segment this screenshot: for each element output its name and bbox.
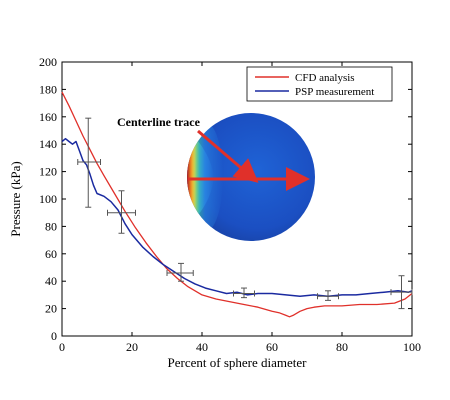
legend-label-cfd: CFD analysis <box>295 72 355 84</box>
error-bar <box>77 117 101 208</box>
y-axis-label: Pressure (kPa) <box>8 161 23 236</box>
tick-layer: 0 20 40 60 80 100 0 20 40 60 80 100 120 140 160 180 200 <box>39 55 421 354</box>
y-tick-label: 180 <box>39 82 57 96</box>
x-tick-label: 60 <box>266 340 278 354</box>
legend: CFD analysis PSP measurement <box>246 66 393 102</box>
error-bar <box>107 190 136 234</box>
x-tick-label: 80 <box>336 340 348 354</box>
annotation-pointer-arrow <box>197 129 259 183</box>
error-bar <box>390 275 413 310</box>
x-tick-label: 0 <box>59 340 65 354</box>
y-tick-label: 20 <box>45 302 57 316</box>
x-tick-label: 40 <box>196 340 208 354</box>
x-tick-label: 100 <box>403 340 421 354</box>
series-line-psp <box>61 137 413 298</box>
x-tick-label: 20 <box>126 340 138 354</box>
series-layer <box>61 91 413 318</box>
error-bar <box>166 262 194 282</box>
error-bar <box>233 287 255 299</box>
legend-box <box>246 66 393 102</box>
legend-label-psp: PSP measurement <box>295 86 374 98</box>
y-tick-label: 160 <box>39 110 57 124</box>
errorbar-layer <box>77 117 413 310</box>
y-tick-label: 40 <box>45 274 57 288</box>
y-tick-label: 140 <box>39 137 57 151</box>
x-axis-label: Percent of sphere diameter <box>168 355 308 370</box>
y-tick-label: 100 <box>39 192 57 206</box>
y-tick-label: 80 <box>45 219 57 233</box>
y-tick-label: 120 <box>39 165 57 179</box>
series-line-cfd <box>61 91 413 318</box>
centerline-annotation: Centerline trace <box>117 115 310 191</box>
annotation-label: Centerline trace <box>117 115 201 129</box>
y-tick-label: 0 <box>51 329 57 343</box>
y-tick-label: 60 <box>45 247 57 261</box>
y-tick-label: 200 <box>39 55 57 69</box>
error-bar <box>317 290 339 301</box>
